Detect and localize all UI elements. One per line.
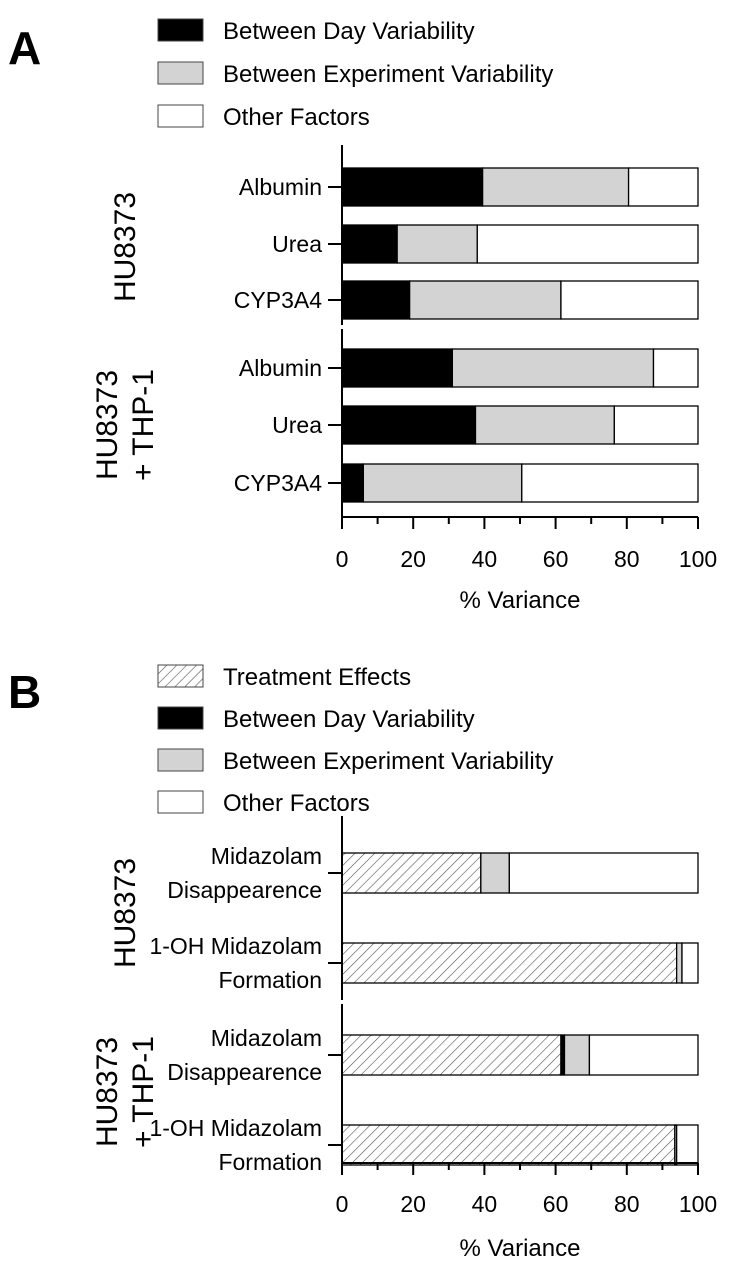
panel-a: A Between Day Variability Between Experime… bbox=[8, 18, 717, 614]
bar-segment-1-oh-midazolam-formation-other-factors bbox=[681, 942, 699, 984]
legend-label-between-experiment-variability: Between Experiment Variability bbox=[223, 748, 553, 775]
bar-segment-midazolam-disappearence-treatment-effects bbox=[341, 1034, 562, 1076]
legend-swatch-between-experiment-variability bbox=[157, 748, 204, 772]
category-label: Formation bbox=[218, 967, 322, 993]
x-tick-label: 40 bbox=[472, 1191, 498, 1217]
legend: Between Day Variability Between Experimen… bbox=[157, 18, 553, 131]
group-label-line: HU8373 bbox=[109, 858, 142, 968]
legend-label-other-factors: Other Factors bbox=[223, 104, 370, 131]
category-label: Albumin bbox=[239, 174, 322, 200]
group-label-hu8373-thp-1: HU8373 + THP-1 bbox=[91, 369, 160, 481]
category-label: Formation bbox=[218, 1149, 322, 1175]
x-tick-label: 80 bbox=[614, 546, 640, 572]
group-label-hu8373-thp-1: HU8373 + THP-1 bbox=[91, 1036, 160, 1148]
x-tick-label: 60 bbox=[543, 546, 569, 572]
x-tick-label: 100 bbox=[679, 546, 717, 572]
category-label: CYP3A4 bbox=[234, 470, 322, 496]
bar-segment-midazolam-disappearence-between-experiment-variability bbox=[563, 1034, 591, 1076]
legend-swatch-other-factors bbox=[157, 104, 204, 128]
group-label-line: HU8373 bbox=[91, 370, 124, 480]
group-label-line: + THP-1 bbox=[127, 1036, 160, 1148]
bar-segment-urea-other-factors bbox=[613, 405, 699, 445]
x-tick-label: 60 bbox=[543, 1191, 569, 1217]
x-tick-label: 0 bbox=[336, 546, 349, 572]
x-tick-label: 80 bbox=[614, 1191, 640, 1217]
bar-segment-cyp3a4-other-factors bbox=[521, 463, 699, 503]
legend-label-between-day-variability: Between Day Variability bbox=[223, 18, 475, 45]
group-label-hu8373: HU8373 bbox=[109, 192, 142, 302]
legend-swatch-between-day-variability bbox=[157, 706, 204, 730]
legend-label-other-factors: Other Factors bbox=[223, 790, 370, 817]
bar-segment-cyp3a4-between-experiment-variability bbox=[408, 280, 562, 320]
bar-segment-cyp3a4-between-day-variability bbox=[341, 463, 365, 503]
bar-segment-cyp3a4-between-day-variability bbox=[341, 280, 411, 320]
panel-b: B Treatment Effects Between Day Variabilit… bbox=[8, 664, 717, 1262]
legend-label-between-day-variability: Between Day Variability bbox=[223, 706, 475, 733]
category-label: CYP3A4 bbox=[234, 287, 322, 313]
bar-segment-urea-between-experiment-variability bbox=[474, 405, 615, 445]
group-label-line: HU8373 bbox=[91, 1037, 124, 1147]
bar-segment-midazolam-disappearence-other-factors bbox=[588, 1034, 699, 1076]
category-label: Albumin bbox=[239, 355, 322, 381]
category-label: Disappearence bbox=[167, 877, 322, 903]
legend-swatch-between-day-variability bbox=[157, 18, 204, 42]
bar-segment-urea-between-experiment-variability bbox=[396, 224, 478, 264]
bar-segment-cyp3a4-between-experiment-variability bbox=[362, 463, 523, 503]
legend-swatch-treatment-effects bbox=[157, 664, 204, 688]
x-axis-title: % Variance bbox=[460, 1235, 581, 1262]
panel-letter: A bbox=[8, 22, 41, 74]
group-label-line: + THP-1 bbox=[127, 369, 160, 481]
legend-swatch-other-factors bbox=[157, 790, 204, 814]
bar-segment-albumin-other-factors bbox=[627, 167, 699, 207]
bar-segment-midazolam-disappearence-between-experiment-variability bbox=[480, 852, 510, 894]
category-label: Urea bbox=[272, 412, 322, 438]
bar-segment-1-oh-midazolam-formation-treatment-effects bbox=[341, 942, 678, 984]
x-axis-title: % Variance bbox=[460, 587, 581, 614]
category-label: Midazolam bbox=[211, 1025, 322, 1051]
bar-segment-albumin-between-day-variability bbox=[341, 167, 484, 207]
x-tick-label: 20 bbox=[400, 546, 426, 572]
bar-segment-albumin-between-experiment-variability bbox=[481, 167, 630, 207]
bar-segment-1-oh-midazolam-formation-other-factors bbox=[675, 1124, 699, 1166]
legend-label-treatment-effects: Treatment Effects bbox=[223, 664, 411, 691]
panel-letter: B bbox=[8, 666, 41, 718]
legend-label-between-experiment-variability: Between Experiment Variability bbox=[223, 61, 553, 88]
category-label: Midazolam bbox=[211, 843, 322, 869]
bar-segment-midazolam-disappearence-treatment-effects bbox=[341, 852, 482, 894]
category-label: 1-OH Midazolam bbox=[149, 1115, 322, 1141]
bar-segment-urea-between-day-variability bbox=[341, 224, 398, 264]
x-tick-label: 0 bbox=[336, 1191, 349, 1217]
category-label: Disappearence bbox=[167, 1059, 322, 1085]
legend-swatch-between-experiment-variability bbox=[157, 61, 204, 85]
legend: Treatment Effects Between Day Variability… bbox=[157, 664, 553, 817]
group-label-hu8373: HU8373 bbox=[109, 858, 142, 968]
bar-segment-albumin-between-day-variability bbox=[341, 348, 454, 388]
bar-segment-albumin-other-factors bbox=[652, 348, 699, 388]
bar-segment-urea-other-factors bbox=[476, 224, 699, 264]
x-tick-label: 40 bbox=[472, 546, 498, 572]
bar-segment-1-oh-midazolam-formation-between-experiment-variability bbox=[675, 942, 683, 984]
category-label: 1-OH Midazolam bbox=[149, 933, 322, 959]
bar-segment-midazolam-disappearence-other-factors bbox=[508, 852, 699, 894]
bar-segment-albumin-between-experiment-variability bbox=[451, 348, 655, 388]
category-label: Urea bbox=[272, 231, 322, 257]
group-label-line: HU8373 bbox=[109, 192, 142, 302]
bar-segment-1-oh-midazolam-formation-treatment-effects bbox=[341, 1124, 676, 1166]
x-tick-label: 20 bbox=[400, 1191, 426, 1217]
bar-segment-cyp3a4-other-factors bbox=[560, 280, 699, 320]
x-tick-label: 100 bbox=[679, 1191, 717, 1217]
bar-segment-urea-between-day-variability bbox=[341, 405, 477, 445]
